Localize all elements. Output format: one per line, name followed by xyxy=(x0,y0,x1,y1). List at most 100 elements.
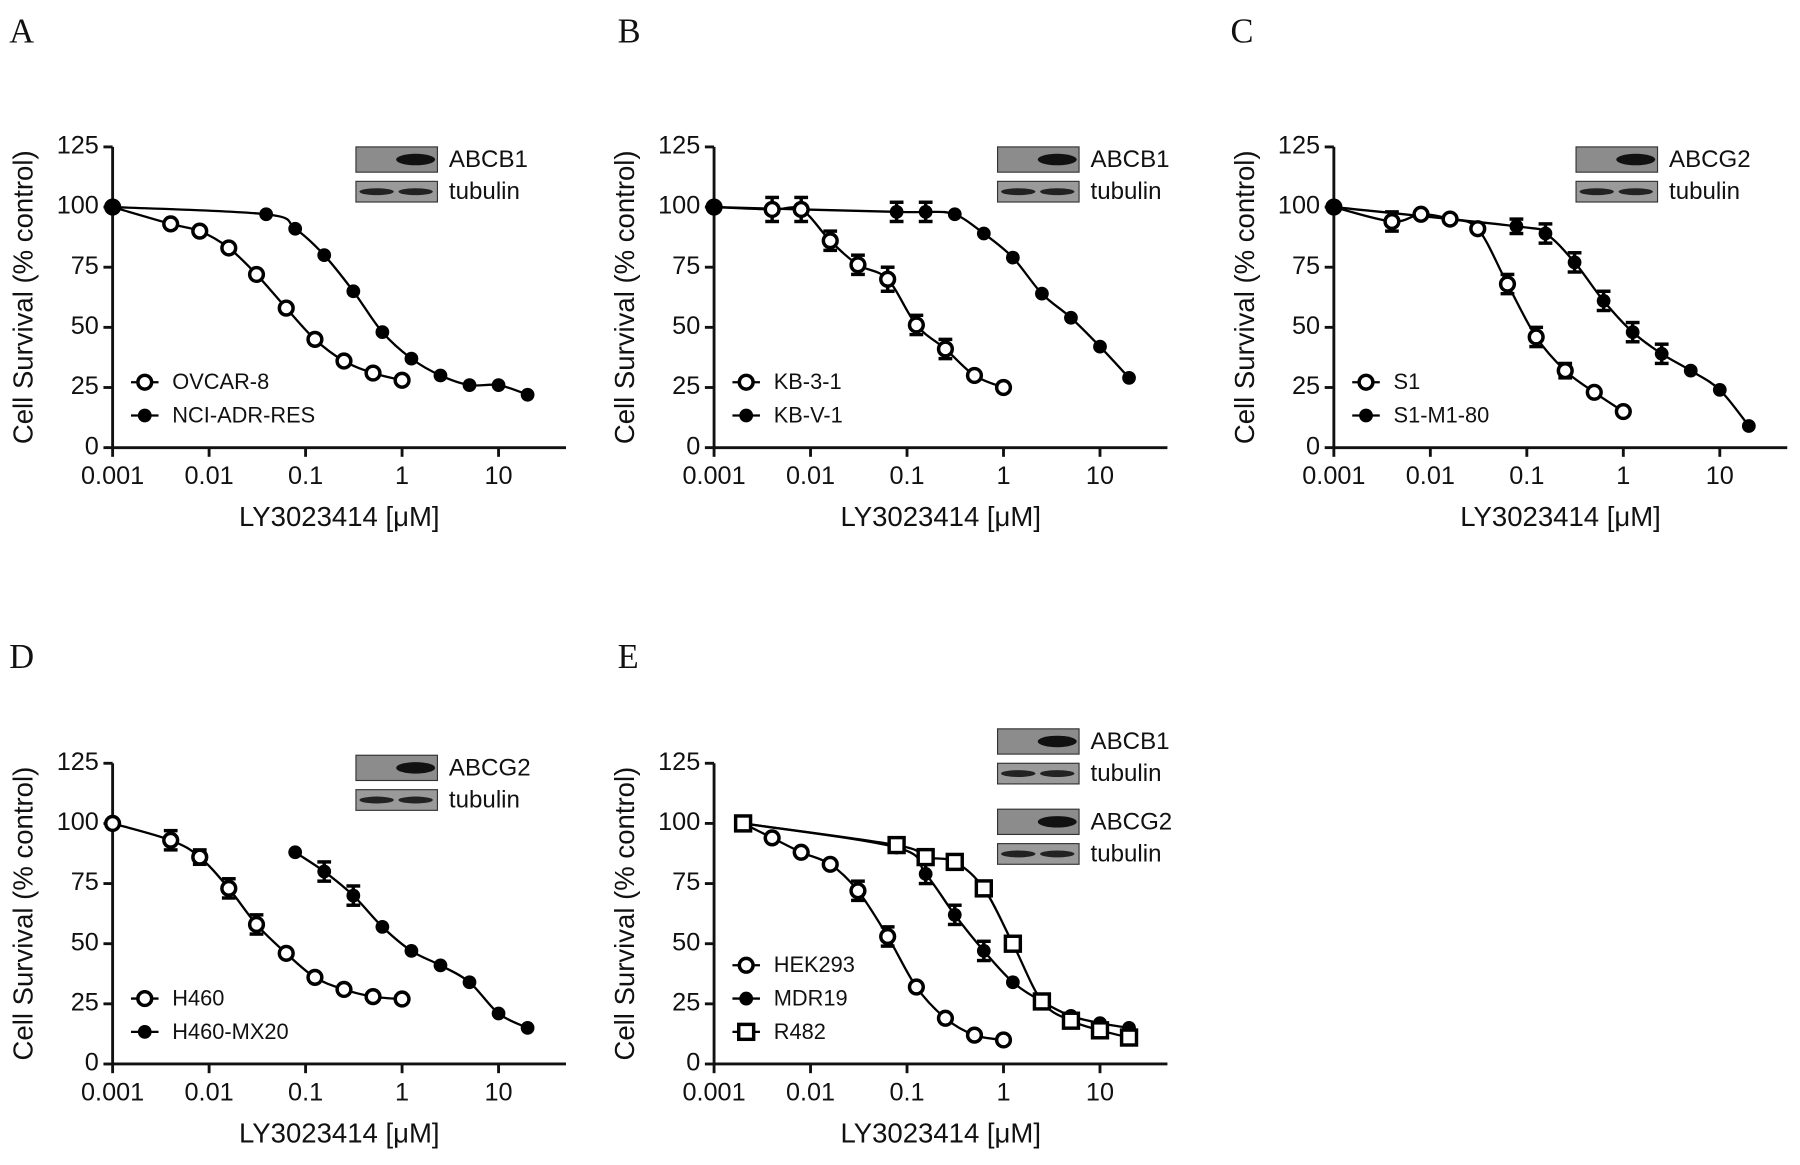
blot-band xyxy=(1040,770,1075,778)
y-tick-label: 100 xyxy=(1278,192,1320,220)
blot-band xyxy=(1037,735,1077,748)
marker xyxy=(849,882,867,900)
x-tick-label: 0.1 xyxy=(288,462,323,490)
fit-curve xyxy=(742,822,1004,1042)
x-tick-label: 0.01 xyxy=(185,462,234,490)
x-tick-label: 1 xyxy=(395,1079,409,1107)
y-tick-label: 75 xyxy=(71,868,99,896)
marker xyxy=(393,990,411,1008)
marker xyxy=(763,829,781,847)
marker xyxy=(821,232,839,250)
blot-label: tubulin xyxy=(1091,178,1162,205)
panel: D 0 25 50 75 100 125 0.001 0.01 0.1 1 10 LY3023414 [… xyxy=(8,638,566,1148)
blot-image xyxy=(1575,180,1659,203)
y-tick-label: 0 xyxy=(85,432,99,460)
x-tick-label: 0.01 xyxy=(185,1079,234,1107)
marker xyxy=(965,366,984,385)
marker xyxy=(335,352,353,370)
marker xyxy=(976,944,991,958)
marker xyxy=(306,968,324,986)
marker xyxy=(1585,383,1603,401)
blot-band xyxy=(396,153,436,166)
legend-marker xyxy=(737,956,755,974)
marker xyxy=(965,1026,984,1044)
blot-band xyxy=(1040,850,1075,858)
blot-band xyxy=(398,188,433,196)
blot-band xyxy=(1001,770,1036,778)
panel-label: D xyxy=(9,638,34,676)
x-axis-label: LY3023414 [μM] xyxy=(239,501,440,532)
y-tick-label: 125 xyxy=(1278,132,1320,160)
blot-label: tubulin xyxy=(449,787,520,814)
fit-curve xyxy=(714,205,1004,389)
x-tick-label: 10 xyxy=(1086,1079,1114,1107)
blot-label: ABCB1 xyxy=(449,146,528,173)
y-axis-label: Cell Survival (% control) xyxy=(1229,150,1260,444)
marker xyxy=(462,975,477,990)
marker xyxy=(1654,346,1669,361)
legend-label: KB-3-1 xyxy=(774,369,842,394)
marker xyxy=(792,843,810,861)
marker xyxy=(375,325,390,340)
blot-band xyxy=(1037,153,1077,166)
legend-label: H460 xyxy=(172,985,224,1010)
marker xyxy=(1509,219,1524,234)
marker xyxy=(1614,402,1632,421)
panel-label: A xyxy=(9,12,34,50)
y-tick-label: 100 xyxy=(658,808,700,836)
x-tick-label: 0.1 xyxy=(889,462,924,490)
y-axis-label: Cell Survival (% control) xyxy=(8,150,39,444)
blot-label: tubulin xyxy=(1091,760,1162,787)
x-tick-label: 0.01 xyxy=(1406,462,1455,490)
marker xyxy=(889,204,904,219)
x-axis-label: LY3023414 [μM] xyxy=(840,1117,1041,1148)
y-tick-label: 25 xyxy=(71,372,99,400)
marker xyxy=(936,1009,955,1027)
blot-band xyxy=(1618,188,1653,196)
marker xyxy=(346,888,361,903)
marker xyxy=(433,958,448,973)
panel-label: C xyxy=(1231,12,1254,50)
y-tick-label: 125 xyxy=(57,748,99,776)
marker xyxy=(907,316,925,334)
y-tick-label: 0 xyxy=(1306,432,1320,460)
panel: B 0 25 50 75 100 125 0.001 0.01 0.1 1 10 LY3023414 [… xyxy=(609,12,1169,532)
x-tick-label: 0.01 xyxy=(786,1079,835,1107)
fit-curve xyxy=(112,205,528,396)
blot-image xyxy=(996,180,1080,203)
marker xyxy=(945,852,964,872)
marker xyxy=(433,368,448,383)
panel-label: E xyxy=(618,638,639,676)
marker xyxy=(191,848,209,866)
marker xyxy=(191,222,209,240)
panel-label: B xyxy=(618,12,641,50)
marker xyxy=(335,980,353,999)
marker xyxy=(462,378,477,392)
fit-curve xyxy=(714,205,1130,379)
y-tick-label: 75 xyxy=(672,868,700,896)
blot-band xyxy=(1040,188,1075,196)
legend-marker xyxy=(136,373,154,391)
marker xyxy=(364,988,382,1006)
marker xyxy=(346,284,361,299)
y-tick-label: 125 xyxy=(57,132,99,160)
fit-curve xyxy=(112,205,403,382)
marker xyxy=(1119,1028,1139,1047)
marker xyxy=(306,330,324,348)
marker xyxy=(918,204,933,219)
y-tick-label: 50 xyxy=(672,312,700,340)
marker xyxy=(1326,200,1341,214)
marker xyxy=(994,378,1013,397)
marker xyxy=(733,814,753,833)
marker xyxy=(918,867,933,881)
panel: A 0 25 50 75 100 125 0.001 0.01 0.1 1 10 LY3023414 [… xyxy=(8,12,566,532)
marker xyxy=(792,200,810,219)
blot-label: ABCG2 xyxy=(449,754,531,781)
legend-marker xyxy=(137,408,152,423)
x-tick-label: 10 xyxy=(1706,462,1734,490)
x-tick-label: 0.001 xyxy=(682,462,745,490)
marker xyxy=(887,835,906,855)
y-axis-label: Cell Survival (% control) xyxy=(8,767,39,1061)
x-tick-label: 0.01 xyxy=(786,462,835,490)
marker xyxy=(1556,362,1574,380)
